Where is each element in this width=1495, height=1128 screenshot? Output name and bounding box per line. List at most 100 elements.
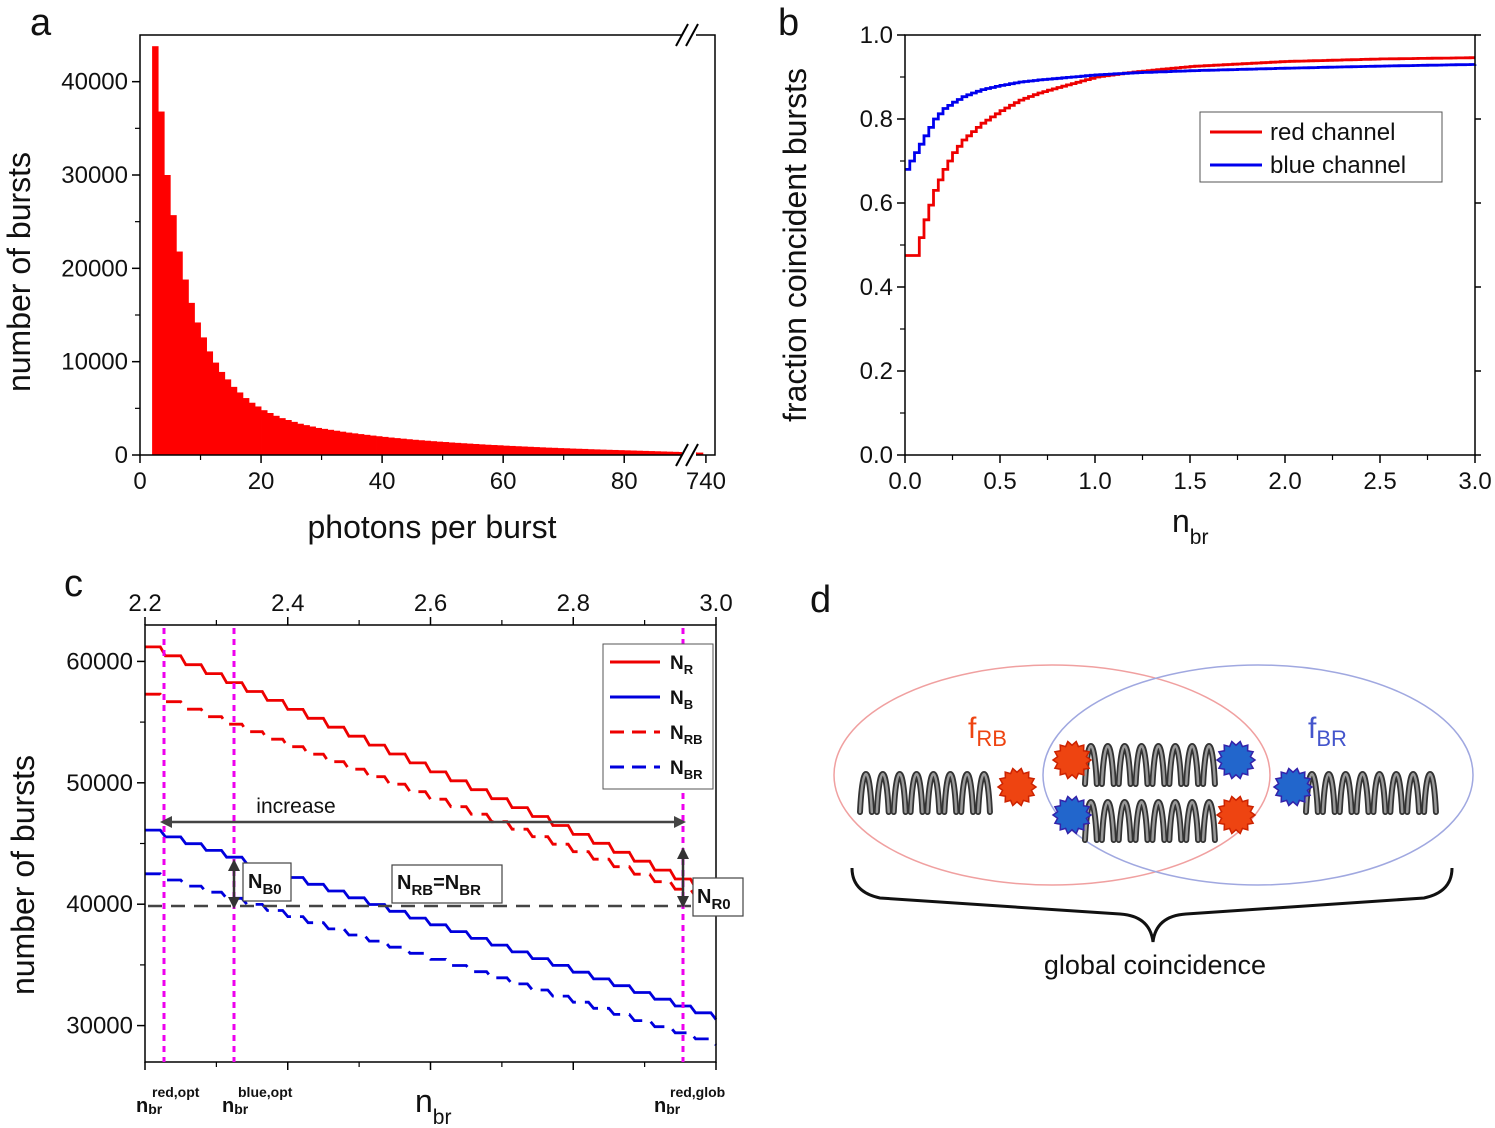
histogram-bars bbox=[152, 46, 704, 456]
histogram-bar bbox=[539, 447, 546, 455]
helix-highlight bbox=[1083, 801, 1099, 842]
helix-highlight bbox=[1422, 773, 1438, 814]
helix-highlight bbox=[1151, 801, 1166, 842]
histogram-bar bbox=[333, 430, 341, 455]
legend-label-red: red channel bbox=[1270, 119, 1395, 146]
legend-label-blue: blue channel bbox=[1270, 152, 1406, 179]
nr-line bbox=[145, 645, 718, 898]
histogram-bar bbox=[636, 450, 643, 455]
axis-break-marks bbox=[675, 23, 699, 467]
histogram-bar bbox=[485, 444, 492, 455]
x-tick-label-b: 3.0 bbox=[1458, 468, 1491, 495]
axes-frame-a bbox=[139, 34, 716, 456]
histogram-bar bbox=[575, 448, 583, 455]
x-tick-label-b: 1.0 bbox=[1078, 468, 1111, 495]
y-tick-label-b: 0.2 bbox=[860, 358, 893, 385]
histogram-bar bbox=[224, 379, 232, 455]
histogram-bar bbox=[321, 428, 329, 455]
histogram-bar bbox=[442, 442, 450, 455]
histogram-bar bbox=[164, 175, 171, 455]
f-br-label: fBR bbox=[1308, 712, 1347, 751]
y-tick-label-b: 0.8 bbox=[860, 106, 893, 133]
histogram-bar bbox=[424, 440, 431, 455]
histogram-bar bbox=[152, 46, 159, 455]
axes-frame-b bbox=[904, 34, 1476, 456]
histogram-bar bbox=[382, 436, 389, 455]
helix-highlight bbox=[1355, 773, 1370, 814]
y-tick-label-c: 60000 bbox=[66, 648, 133, 675]
histogram-bar bbox=[648, 451, 655, 455]
x-tick-label-a: 40 bbox=[369, 468, 396, 495]
blue-fluorophore-icon bbox=[1051, 795, 1093, 835]
histogram-bar bbox=[533, 447, 540, 455]
helix-right bbox=[1303, 771, 1439, 815]
y-tick-label-a: 40000 bbox=[61, 69, 128, 96]
increase-arrow: increase bbox=[160, 795, 686, 828]
histogram-bar bbox=[618, 450, 625, 455]
y-axis-title-b: fraction coincident bursts bbox=[777, 68, 813, 422]
fraction-lines bbox=[905, 56, 1477, 257]
histogram-bar bbox=[612, 449, 619, 455]
helix-highlight bbox=[926, 773, 941, 814]
x-tick-label-b: 2.0 bbox=[1268, 468, 1301, 495]
histogram-bar bbox=[388, 437, 395, 455]
histogram-bar bbox=[339, 431, 347, 455]
histogram-bar bbox=[642, 450, 649, 455]
legend-c: NR NB NRB NBR bbox=[602, 643, 714, 790]
histogram-bar bbox=[363, 434, 371, 455]
histogram-bar bbox=[509, 445, 516, 455]
histogram-bar bbox=[236, 392, 244, 455]
label-nbr-red-opt: nbrred,opt bbox=[136, 1084, 200, 1117]
histogram-bar bbox=[315, 427, 322, 455]
histogram-bar bbox=[606, 449, 613, 455]
global-coincidence-label: global coincidence bbox=[1044, 950, 1266, 980]
y-tick-label-c: 50000 bbox=[66, 770, 133, 797]
histogram-bar bbox=[170, 215, 177, 455]
histogram-bar bbox=[194, 322, 201, 455]
helix-highlight bbox=[858, 773, 874, 814]
histogram-bar bbox=[672, 451, 680, 455]
histogram-bar bbox=[551, 447, 559, 455]
histogram-bar bbox=[418, 440, 425, 455]
y-tick-label-b: 0.6 bbox=[860, 190, 893, 217]
helix-highlight bbox=[909, 773, 924, 814]
helix-left bbox=[857, 771, 993, 815]
helix-highlight bbox=[1168, 801, 1183, 842]
legend-b: red channel blue channel bbox=[1199, 111, 1443, 183]
histogram-bar bbox=[285, 420, 292, 455]
blue-fluorophore-icon bbox=[1272, 767, 1314, 807]
helix-highlight bbox=[1151, 745, 1166, 786]
nrb-line bbox=[145, 692, 718, 905]
histogram-bar bbox=[303, 425, 310, 455]
histogram-bar bbox=[430, 441, 437, 455]
y-tick-label-b: 0.4 bbox=[860, 274, 893, 301]
panel-d: d fRB fBR global coincidence bbox=[810, 579, 1474, 980]
nb-line bbox=[145, 828, 718, 1021]
histogram-bar bbox=[327, 429, 335, 455]
histogram-bar bbox=[357, 434, 365, 455]
nr0-label: NR0 bbox=[697, 886, 731, 913]
red-channel-line bbox=[905, 56, 1475, 257]
y-tick-label-b: 1.0 bbox=[860, 22, 893, 49]
axis-ticks-b: 0.0 0.5 1.0 1.5 2.0 2.5 3.0 0.0 0.2 0.4 0.6 0.8 1.0 bbox=[860, 22, 1492, 495]
histogram-bar bbox=[212, 362, 220, 455]
histogram-bar bbox=[279, 418, 286, 455]
helix-highlight bbox=[1100, 801, 1115, 842]
histogram-bar bbox=[261, 410, 268, 455]
x-tick-label-a: 20 bbox=[248, 468, 275, 495]
x-tick-label-c: 3.0 bbox=[699, 590, 732, 617]
histogram-bar bbox=[624, 450, 631, 455]
x-tick-label-c: 2.4 bbox=[271, 590, 304, 617]
histogram-bar bbox=[521, 446, 528, 455]
helix-highlight bbox=[1185, 801, 1200, 842]
x-tick-label-b: 0.5 bbox=[983, 468, 1016, 495]
helix-highlight bbox=[1321, 773, 1336, 814]
helix-highlight bbox=[1185, 745, 1200, 786]
y-axis-title-a: number of bursts bbox=[1, 152, 37, 392]
histogram-bar bbox=[630, 450, 637, 455]
histogram-bar bbox=[297, 423, 304, 455]
helix-highlight bbox=[875, 773, 890, 814]
x-tick-label-a: 60 bbox=[490, 468, 517, 495]
histogram-bar bbox=[503, 445, 510, 455]
axis-ticks-a: 0 20 40 60 80 740 0 10000 20000 30000 40000 bbox=[61, 69, 726, 495]
